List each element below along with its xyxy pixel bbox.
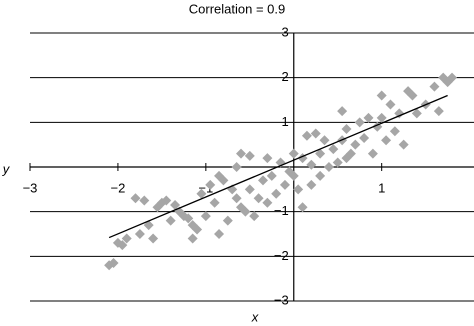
point	[363, 112, 374, 123]
point	[253, 193, 264, 204]
x-tick-label: −2	[111, 180, 126, 195]
point	[301, 130, 312, 141]
point	[134, 229, 145, 239]
point	[117, 240, 128, 251]
point	[108, 258, 119, 269]
point	[315, 148, 326, 159]
point	[222, 215, 233, 226]
point	[231, 193, 242, 204]
trend-line	[108, 94, 448, 239]
point	[376, 112, 387, 123]
point	[433, 106, 444, 117]
point	[244, 150, 255, 161]
point	[306, 159, 317, 170]
x-tick-label: −3	[23, 180, 38, 195]
point	[249, 211, 260, 222]
point	[328, 144, 339, 155]
point	[398, 139, 409, 150]
point	[192, 224, 203, 235]
point	[236, 148, 247, 159]
point	[341, 153, 352, 164]
point	[214, 170, 225, 181]
point	[337, 106, 348, 117]
point	[240, 206, 251, 217]
point	[288, 170, 299, 181]
point	[306, 179, 317, 190]
point	[183, 213, 194, 224]
point	[389, 126, 400, 137]
point	[262, 153, 273, 164]
y-tick-label: 3	[282, 24, 289, 39]
y-tick-label: −2	[274, 248, 289, 263]
y-axis-label: y	[2, 161, 11, 176]
y-tick-label: 1	[282, 114, 289, 129]
point	[293, 184, 304, 195]
point	[279, 179, 290, 190]
point	[310, 128, 321, 139]
x-axis-label: x	[251, 309, 259, 324]
point	[376, 90, 387, 101]
point	[139, 195, 150, 206]
point	[200, 211, 211, 222]
point	[394, 108, 405, 119]
point	[266, 170, 277, 181]
point	[187, 233, 198, 244]
point	[196, 188, 207, 199]
y-tick-label: −3	[274, 292, 289, 307]
point	[367, 148, 378, 159]
point	[359, 132, 370, 143]
point	[165, 215, 176, 226]
point	[257, 175, 268, 186]
point	[385, 99, 396, 110]
point	[381, 135, 392, 146]
point	[214, 229, 225, 239]
point	[209, 197, 220, 208]
y-tick-label: −1	[274, 203, 289, 218]
y-tick-label: 2	[282, 69, 289, 84]
point	[341, 124, 352, 135]
point	[319, 135, 330, 146]
point	[148, 233, 159, 244]
point	[244, 184, 255, 195]
x-tick-label: 1	[378, 180, 385, 195]
point	[130, 193, 141, 204]
chart-title: Correlation = 0.9	[189, 1, 285, 16]
point	[170, 199, 181, 210]
point	[271, 188, 282, 199]
point	[447, 72, 458, 83]
point	[161, 195, 172, 206]
point	[429, 81, 440, 92]
point	[288, 148, 299, 159]
point	[323, 162, 334, 172]
point	[205, 179, 216, 190]
point	[354, 117, 365, 128]
point	[121, 233, 132, 244]
point	[231, 162, 242, 172]
point	[262, 197, 273, 208]
point	[411, 108, 422, 119]
point	[332, 157, 343, 168]
point	[350, 139, 361, 150]
point	[315, 170, 326, 181]
point	[407, 90, 418, 101]
point	[297, 202, 308, 213]
